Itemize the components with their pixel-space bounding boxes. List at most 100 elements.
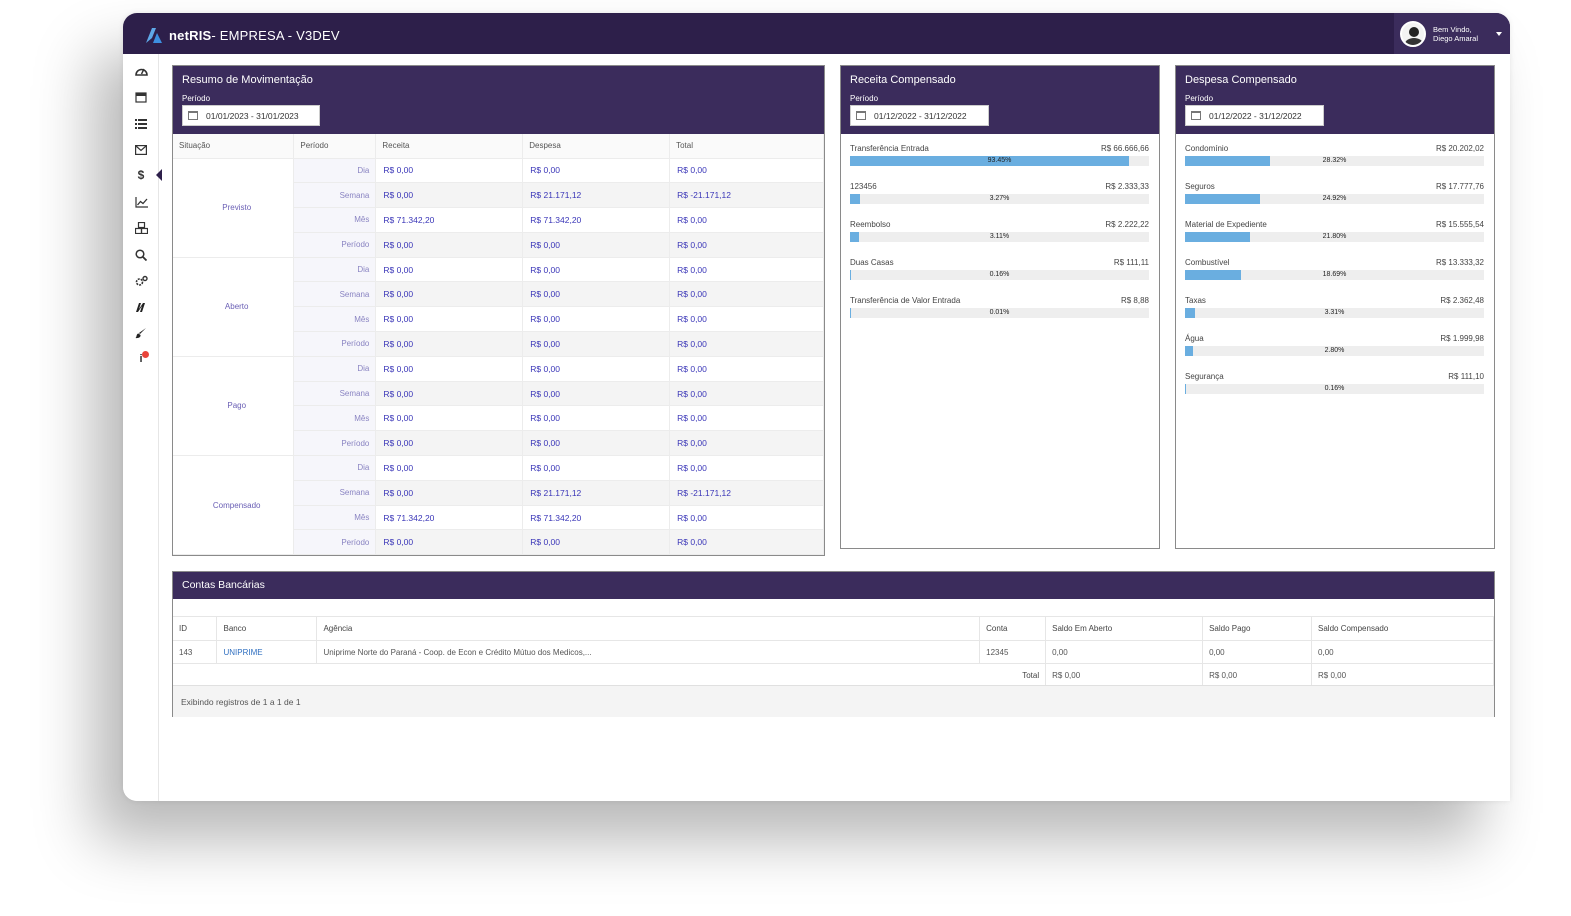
table-row: Mês R$ 71.342,20 R$ 71.342,20 R$ 0,00 <box>173 207 824 233</box>
cell-saldo-compensado: 0,00 <box>1311 640 1494 664</box>
contas-panel: Contas Bancárias ID Banco Agência Conta … <box>172 571 1495 717</box>
table-row: Mês R$ 71.342,20 R$ 71.342,20 R$ 0,00 <box>173 505 824 531</box>
total-saldo-pago: R$ 0,00 <box>1202 663 1313 687</box>
total-cell: R$ 0,00 <box>669 257 824 283</box>
col-header-id[interactable]: ID <box>173 616 218 641</box>
periodo-cell: Semana <box>293 281 377 308</box>
calendar-icon[interactable] <box>133 89 149 105</box>
bar-fill <box>850 232 860 242</box>
table-row: Semana R$ 0,00 R$ 21.171,12 R$ -21.171,12 <box>173 182 824 209</box>
date-range-picker[interactable]: 01/12/2022 - 31/12/2022 <box>1185 105 1324 126</box>
bar-label: Taxas <box>1185 296 1206 305</box>
bar-amount: R$ 2.333,33 <box>1105 182 1149 191</box>
contas-title: Contas Bancárias <box>182 579 265 591</box>
bar-label: Combustível <box>1185 258 1230 267</box>
cell-agencia: Uniprime Norte do Paraná - Coop. de Econ… <box>316 640 981 664</box>
bar-percent: 18.69% <box>1322 271 1347 278</box>
col-header-conta[interactable]: Conta <box>979 616 1047 641</box>
periodo-label: Período <box>1185 94 1214 103</box>
bar-item: Transferência Entrada R$ 66.666,66 93.45% <box>850 144 1149 174</box>
brush-icon[interactable] <box>133 325 149 341</box>
periodo-cell: Semana <box>293 480 377 506</box>
despesa-cell: R$ 0,00 <box>522 455 671 481</box>
bar-fill <box>1185 270 1241 280</box>
dashboard-icon[interactable] <box>133 63 149 79</box>
date-range-picker[interactable]: 01/01/2023 - 31/01/2023 <box>182 105 320 126</box>
table-row: Pago Dia R$ 0,00 R$ 0,00 R$ 0,00 <box>173 356 824 457</box>
bar-percent: 3.11% <box>989 233 1010 240</box>
app-title: - EMPRESA - V3DEV <box>211 27 340 43</box>
total-cell: R$ 0,00 <box>669 381 824 407</box>
bar-fill <box>850 156 1130 166</box>
receita-cell: R$ 0,00 <box>375 381 524 407</box>
chart-line-icon[interactable] <box>133 194 149 210</box>
table-info: Exibindo registros de 1 a 1 de 1 <box>173 685 1494 717</box>
bar-amount: R$ 15.555,54 <box>1435 220 1484 229</box>
col-header-banco[interactable]: Banco <box>216 616 318 641</box>
total-cell: R$ 0,00 <box>669 306 824 333</box>
despesa-cell: R$ 0,00 <box>522 356 671 382</box>
receita-cell: R$ 71.342,20 <box>375 505 524 531</box>
bar-fill <box>1185 308 1195 318</box>
envelope-icon[interactable] <box>133 142 149 158</box>
bar-percent: 3.31% <box>1324 309 1345 316</box>
col-header-agencia[interactable]: Agência <box>316 616 981 641</box>
situacao-cell: Pago <box>173 356 295 457</box>
app-title-bold: netRIS <box>169 27 212 43</box>
table-row: Mês R$ 0,00 R$ 0,00 R$ 0,00 <box>173 306 824 333</box>
user-menu[interactable]: Bem Vindo, Diego Amaral <box>1394 13 1510 54</box>
bar-item: Transferência de Valor Entrada R$ 8,88 0.0… <box>850 296 1149 326</box>
receita-cell: R$ 0,00 <box>375 257 524 283</box>
total-saldo-aberto: R$ 0,00 <box>1045 663 1204 687</box>
total-saldo-compensado: R$ 0,00 <box>1311 663 1494 687</box>
bar-track: 93.45% <box>850 156 1149 166</box>
contas-table: ID Banco Agência Conta Saldo Em Aberto S… <box>173 616 1494 687</box>
bar-item: Taxas R$ 2.362,48 3.31% <box>1185 296 1484 326</box>
despesa-cell: R$ 0,00 <box>522 331 671 357</box>
bar-amount: R$ 8,88 <box>1120 296 1149 305</box>
receita-cell: R$ 0,00 <box>375 306 524 333</box>
receita-cell: R$ 0,00 <box>375 430 524 457</box>
brand[interactable]: netRIS - EMPRESA - V3DEV <box>145 26 340 44</box>
receita-panel: Receita Compensado Período 01/12/2022 - … <box>840 65 1160 549</box>
bank-link[interactable]: UNIPRIME <box>216 640 318 664</box>
bar-label: 123456 <box>850 182 877 191</box>
table-row[interactable]: 143 UNIPRIME Uniprime Norte do Paraná - … <box>173 640 1494 664</box>
col-header-saldo-compensado[interactable]: Saldo Compensado <box>1311 616 1494 641</box>
bar-percent: 24.92% <box>1322 195 1347 202</box>
total-cell: R$ -21.171,12 <box>669 480 824 506</box>
list-icon[interactable] <box>133 115 149 131</box>
table-row: Período R$ 0,00 R$ 0,00 R$ 0,00 <box>173 331 824 357</box>
despesa-cell: R$ 0,00 <box>522 158 671 184</box>
receita-cell: R$ 0,00 <box>375 232 524 258</box>
bar-fill <box>850 270 851 280</box>
total-cell: R$ 0,00 <box>669 331 824 357</box>
despesa-cell: R$ 0,00 <box>522 281 671 308</box>
date-range-value: 01/01/2023 - 31/01/2023 <box>206 110 299 121</box>
periodo-cell: Dia <box>293 257 377 283</box>
bar-track: 0.16% <box>850 270 1149 280</box>
date-range-picker[interactable]: 01/12/2022 - 31/12/2022 <box>850 105 989 126</box>
bar-fill <box>1185 194 1260 204</box>
despesa-title: Despesa Compensado <box>1185 74 1297 86</box>
logo-n-icon[interactable] <box>133 299 149 315</box>
bar-item: Material de Expediente R$ 15.555,54 21.80% <box>1185 220 1484 250</box>
dollar-icon[interactable]: $ <box>133 167 162 183</box>
table-header-row: ID Banco Agência Conta Saldo Em Aberto S… <box>173 616 1494 641</box>
table-row: Aberto Dia R$ 0,00 R$ 0,00 R$ 0,00 <box>173 257 824 357</box>
search-icon[interactable] <box>133 247 149 263</box>
receita-title: Receita Compensado <box>850 74 956 86</box>
movimentacao-title: Resumo de Movimentação <box>182 74 313 86</box>
cogs-icon[interactable] <box>133 273 149 289</box>
info-icon[interactable]: i <box>133 351 149 367</box>
table-row: Período R$ 0,00 R$ 0,00 R$ 0,00 <box>173 232 824 258</box>
calendar-icon <box>856 111 866 120</box>
col-header-saldo-aberto[interactable]: Saldo Em Aberto <box>1045 616 1204 641</box>
col-header-total: Total <box>669 134 824 159</box>
receita-cell: R$ 0,00 <box>375 158 524 184</box>
bar-track: 3.27% <box>850 194 1149 204</box>
periodo-cell: Período <box>293 430 377 457</box>
cubes-icon[interactable] <box>133 220 149 236</box>
col-header-saldo-pago[interactable]: Saldo Pago <box>1202 616 1313 641</box>
total-cell: R$ 0,00 <box>669 405 824 432</box>
